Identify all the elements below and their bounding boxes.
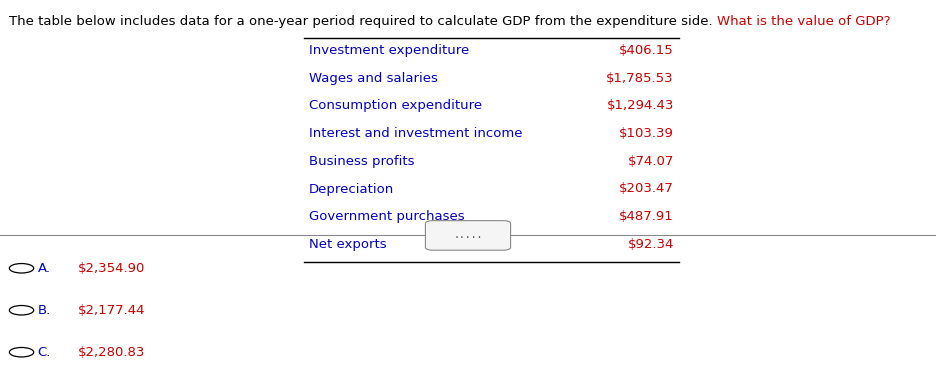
Text: $74.07: $74.07 [627,155,674,168]
Text: Wages and salaries: Wages and salaries [309,72,438,85]
Text: What is the value of GDP?: What is the value of GDP? [717,15,891,28]
Text: $487.91: $487.91 [620,210,674,223]
Text: $203.47: $203.47 [619,182,674,196]
Text: $92.34: $92.34 [627,238,674,251]
Text: Investment expenditure: Investment expenditure [309,44,469,57]
Text: .....: ..... [453,230,483,241]
Text: $103.39: $103.39 [619,127,674,140]
Text: Net exports: Net exports [309,238,387,251]
FancyBboxPatch shape [426,220,511,250]
Text: Depreciation: Depreciation [309,182,394,196]
Text: A.: A. [37,262,51,275]
Text: $2,280.83: $2,280.83 [78,346,145,359]
Text: $1,785.53: $1,785.53 [607,72,674,85]
Text: Consumption expenditure: Consumption expenditure [309,99,482,112]
Text: The table below includes data for a one-year period required to calculate GDP fr: The table below includes data for a one-… [9,15,717,28]
Text: C.: C. [37,346,51,359]
Text: Interest and investment income: Interest and investment income [309,127,522,140]
Text: $2,177.44: $2,177.44 [78,304,145,317]
Text: $2,354.90: $2,354.90 [78,262,145,275]
Text: $406.15: $406.15 [620,44,674,57]
Text: Business profits: Business profits [309,155,415,168]
Text: Government purchases: Government purchases [309,210,464,223]
Text: $1,294.43: $1,294.43 [607,99,674,112]
Text: B.: B. [37,304,51,317]
